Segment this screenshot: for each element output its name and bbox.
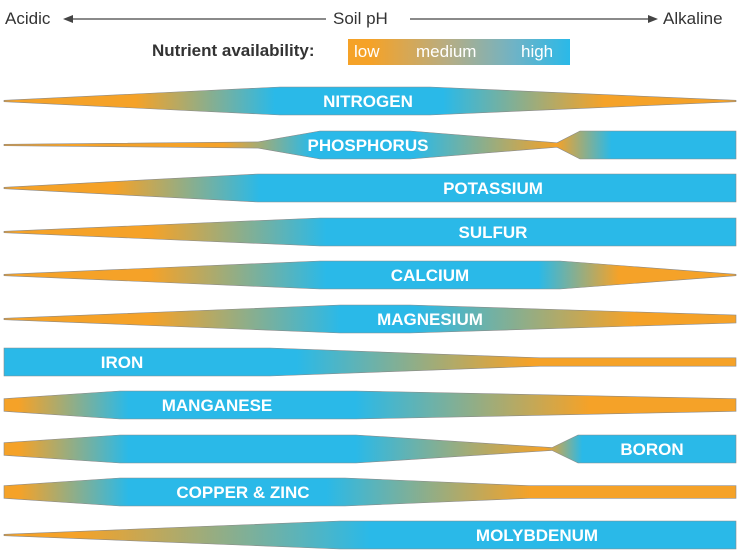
legend: Nutrient availability: low medium high [0, 39, 740, 65]
band-shape [3, 477, 737, 507]
arrow-right-icon [410, 15, 658, 23]
band-label: CALCIUM [391, 266, 469, 285]
band-label: MOLYBDENUM [476, 526, 598, 545]
legend-medium: medium [416, 42, 477, 61]
axis-right-label: Alkaline [663, 9, 723, 28]
band-label: NITROGEN [323, 92, 413, 111]
legend-high: high [521, 42, 554, 61]
band-label: COPPER & ZINC [176, 483, 309, 502]
band-label: PHOSPHORUS [308, 136, 429, 155]
band-shape [3, 130, 737, 160]
nutrient-band: NITROGEN [3, 86, 737, 116]
band-shape [3, 86, 737, 116]
band-shape [3, 217, 737, 247]
axis-arrows [63, 15, 658, 23]
arrow-left-icon [63, 15, 326, 23]
nutrient-band: COPPER & ZINC [3, 477, 737, 507]
legend-low: low [354, 42, 380, 61]
nutrient-band: BORON [3, 434, 737, 464]
band-shape [3, 260, 737, 290]
band-label: POTASSIUM [443, 179, 543, 198]
nutrient-band: MANGANESE [3, 390, 737, 420]
axis-title: Soil pH [333, 9, 388, 28]
band-label: BORON [620, 440, 683, 459]
band-shape [3, 347, 737, 377]
band-label: MANGANESE [162, 396, 273, 415]
nutrient-band: IRON [3, 347, 737, 377]
nutrient-band: PHOSPHORUS [3, 130, 737, 160]
legend-title: Nutrient availability: [152, 41, 315, 60]
band-shape [3, 434, 737, 464]
nutrient-band: POTASSIUM [3, 173, 737, 203]
band-shape [3, 520, 737, 550]
ph-axis: Acidic Soil pH Alkaline [0, 8, 740, 32]
band-shape [3, 390, 737, 420]
axis-left-label: Acidic [5, 9, 51, 28]
nutrient-band: CALCIUM [3, 260, 737, 290]
band-shape [3, 173, 737, 203]
nutrient-band: MOLYBDENUM [3, 520, 737, 550]
band-shape [3, 304, 737, 334]
nutrient-band: SULFUR [3, 217, 737, 247]
legend-gradient-bar: low medium high [348, 39, 570, 65]
nutrient-band: MAGNESIUM [3, 304, 737, 334]
band-label: MAGNESIUM [377, 310, 483, 329]
band-label: SULFUR [459, 223, 528, 242]
band-label: IRON [101, 353, 144, 372]
